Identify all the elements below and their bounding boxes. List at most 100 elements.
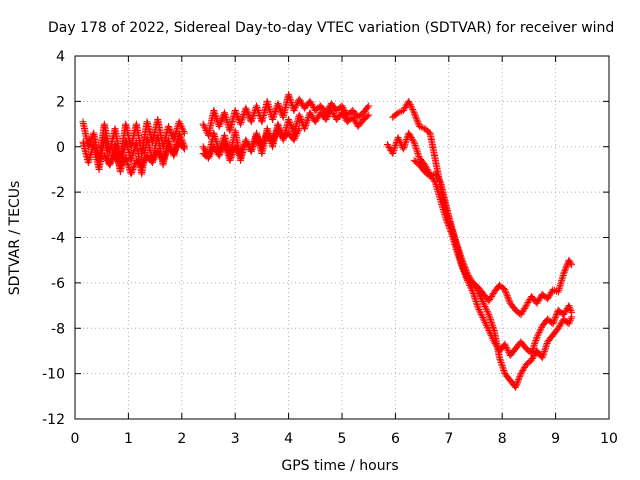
data-point-fill <box>296 97 304 105</box>
data-point-fill <box>172 145 180 153</box>
data-point-fill <box>243 139 251 147</box>
data-point-fill <box>211 110 219 118</box>
data-point-fill <box>200 144 208 152</box>
data-point-fill <box>532 335 540 343</box>
data-point-fill <box>462 265 470 273</box>
data-point-fill <box>239 114 247 122</box>
data-point-fill <box>276 106 284 114</box>
data-point-fill <box>475 305 483 313</box>
data-point-fill <box>313 115 321 123</box>
data-point-fill <box>488 291 496 299</box>
y-axis-label: SDTVAR / TECUs <box>7 181 23 296</box>
data-point-fill <box>309 102 317 110</box>
data-point-fill <box>176 119 184 127</box>
data-point <box>474 288 482 296</box>
data-point <box>480 299 488 307</box>
y-tick-label: 0 <box>56 140 65 156</box>
data-point-fill <box>472 296 479 304</box>
data-point <box>106 161 114 169</box>
data-point-fill <box>499 365 507 373</box>
data-point-fill <box>547 289 555 297</box>
data-point-fill <box>412 115 420 123</box>
data-point-fill <box>546 290 554 298</box>
data-point <box>383 140 391 148</box>
y-tick-label: -2 <box>51 185 65 201</box>
data-point-fill <box>275 101 283 109</box>
data-point <box>568 313 576 321</box>
data-point-fill <box>228 150 236 158</box>
data-point-fill <box>324 113 332 120</box>
data-point-fill <box>529 353 537 361</box>
data-point <box>247 118 255 126</box>
data-point-fill <box>528 355 536 362</box>
data-point <box>199 143 207 151</box>
data-point-fill <box>432 171 440 179</box>
x-tick-label: 5 <box>338 431 347 447</box>
data-point-fill <box>453 242 461 250</box>
data-point <box>164 136 172 144</box>
data-point-fill <box>401 103 409 111</box>
data-point-fill <box>259 140 267 148</box>
data-point-fill <box>258 141 266 149</box>
data-point <box>533 299 541 307</box>
data-point-fill <box>149 157 157 165</box>
data-point-fill <box>269 114 277 122</box>
data-point-fill <box>232 109 240 117</box>
data-point-fill <box>483 307 491 315</box>
data-point-fill <box>504 293 512 301</box>
data-point-fill <box>406 131 414 139</box>
data-point-fill <box>516 371 524 379</box>
data-point-fill <box>473 299 481 307</box>
data-point-fill <box>467 276 475 284</box>
data-point-fill <box>232 108 240 116</box>
data-point <box>538 354 546 362</box>
data-point-fill <box>535 296 543 304</box>
data-point-fill <box>239 145 247 153</box>
data-point-fill <box>524 299 532 307</box>
data-point-fill <box>400 142 408 150</box>
data-point-fill <box>248 146 256 154</box>
data-point-fill <box>200 122 208 130</box>
data-point-fill <box>520 306 528 314</box>
data-points <box>79 91 576 391</box>
data-point-fill <box>531 340 539 348</box>
data-point-fill <box>286 120 294 128</box>
data-point-fill <box>242 106 250 114</box>
data-point <box>205 154 212 162</box>
data-point-fill <box>499 363 507 371</box>
data-point-fill <box>216 149 224 157</box>
data-point-fill <box>217 118 225 126</box>
data-point <box>405 97 413 105</box>
data-point-fill <box>413 148 421 156</box>
data-point <box>410 109 418 117</box>
data-point-fill <box>400 143 408 151</box>
data-point-fill <box>86 138 94 146</box>
data-point-fill <box>112 151 120 159</box>
data-point-fill <box>312 116 320 124</box>
data-point-fill <box>474 302 482 310</box>
data-point-fill <box>270 134 278 142</box>
data-point-fill <box>497 357 505 365</box>
data-point-fill <box>503 292 511 300</box>
data-point-fill <box>390 145 398 153</box>
data-point-fill <box>140 158 148 166</box>
data-point <box>242 104 250 112</box>
data-point <box>210 143 218 151</box>
data-point-fill <box>567 315 575 323</box>
data-point-fill <box>411 112 419 120</box>
data-point-fill <box>532 337 540 345</box>
data-point <box>565 302 573 310</box>
data-point-fill <box>555 323 563 331</box>
data-point-fill <box>552 312 560 320</box>
data-point <box>215 122 223 130</box>
data-point-fill <box>502 289 510 297</box>
data-point <box>431 170 439 178</box>
data-point <box>480 315 488 323</box>
data-point-fill <box>566 305 574 313</box>
data-point-fill <box>287 97 295 105</box>
data-point-fill <box>534 298 542 306</box>
data-point-fill <box>487 294 495 302</box>
data-point-fill <box>248 144 256 152</box>
data-point-fill <box>480 317 488 325</box>
